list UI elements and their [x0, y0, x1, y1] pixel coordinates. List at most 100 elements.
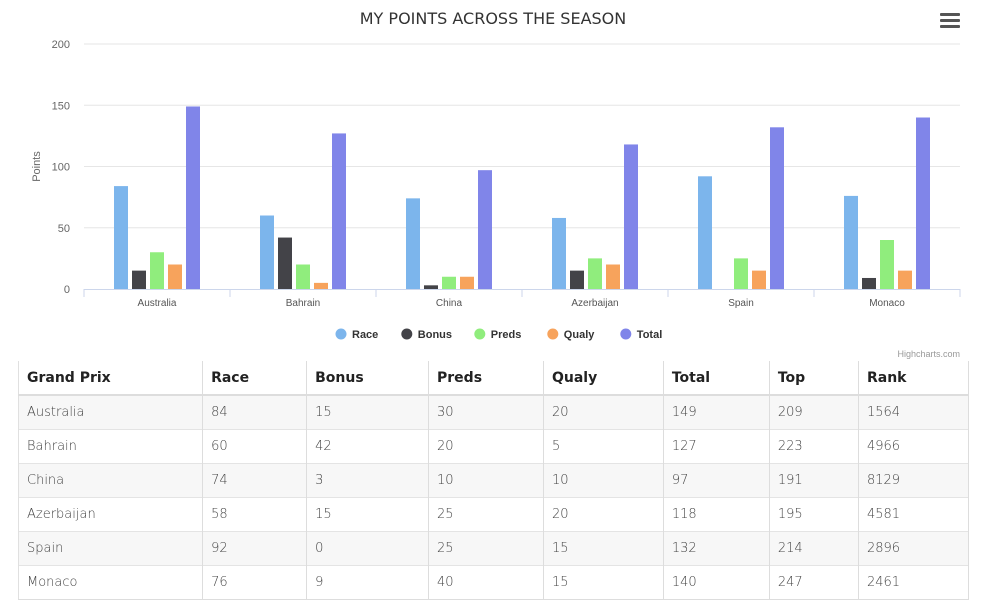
bar-race[interactable]	[114, 186, 128, 289]
table-cell: 214	[769, 531, 859, 566]
bar-total[interactable]	[916, 117, 930, 290]
column-header: Preds	[428, 361, 544, 396]
table-cell: 76	[202, 565, 308, 600]
legend-marker-preds[interactable]	[474, 328, 486, 340]
table-cell: 15	[543, 531, 664, 566]
table-cell: 15	[306, 497, 430, 532]
y-tick-label: 0	[64, 284, 70, 296]
bar-race[interactable]	[698, 176, 712, 289]
column-header: Grand Prix	[17, 361, 204, 396]
column-header: Bonus	[306, 361, 430, 396]
table-cell: 74	[202, 463, 308, 498]
table-cell: China	[17, 463, 204, 498]
bar-bonus[interactable]	[570, 270, 584, 289]
table-row: Bahrain 60 42 20 5 127 223 4966	[17, 429, 970, 464]
bar-total[interactable]	[186, 106, 200, 289]
x-tick-label: Australia	[138, 298, 177, 309]
table-cell: 25	[428, 531, 544, 566]
table-cell: 5	[543, 429, 664, 464]
table-cell: 58	[202, 497, 308, 532]
bar-preds[interactable]	[150, 252, 164, 289]
bar-qualy[interactable]	[168, 264, 182, 290]
column-header: Total	[663, 361, 770, 396]
table-cell: 2896	[858, 531, 970, 566]
bar-qualy[interactable]	[606, 264, 620, 290]
points-table: Grand Prix Race Bonus Preds Qualy Total Top Ran…	[17, 361, 970, 600]
table-cell: Monaco	[17, 565, 204, 600]
x-tick-label: Azerbaijan	[571, 298, 618, 309]
table-cell: 223	[769, 429, 859, 464]
chart-container: MY POINTS ACROSS THE SEASON 0 50 100 150 200 P…	[31, 9, 962, 359]
bar-qualy[interactable]	[752, 270, 766, 289]
bar-race[interactable]	[844, 195, 858, 289]
table-cell: 195	[769, 497, 859, 532]
table-cell: Australia	[17, 394, 204, 430]
bar-race[interactable]	[552, 217, 566, 289]
table-cell: 20	[428, 429, 544, 464]
y-tick-label: 200	[52, 39, 70, 51]
legend-item-bonus[interactable]: Bonus	[418, 329, 452, 341]
table-cell: 15	[543, 565, 664, 600]
table-cell: 20	[543, 394, 664, 430]
bar-qualy[interactable]	[460, 276, 474, 289]
bar-preds[interactable]	[588, 258, 602, 289]
table-row: Azerbaijan 58 15 25 20 118 195 4581	[17, 497, 970, 532]
table-cell: 4581	[858, 497, 970, 532]
table-cell: 2461	[858, 565, 970, 600]
hamburger-menu-icon[interactable]	[938, 10, 962, 32]
table-cell: 132	[663, 531, 770, 566]
x-tick-label: China	[436, 298, 463, 309]
x-tick-label: Monaco	[869, 298, 905, 309]
bar-qualy[interactable]	[314, 282, 328, 289]
bar-preds[interactable]	[880, 240, 894, 289]
x-tick-label: Bahrain	[286, 298, 320, 309]
table-cell: 118	[663, 497, 770, 532]
bar-qualy[interactable]	[898, 270, 912, 289]
table-cell: 30	[428, 394, 544, 430]
y-tick-label: 50	[58, 223, 70, 235]
legend-item-preds[interactable]: Preds	[491, 329, 522, 341]
bar-total[interactable]	[624, 144, 638, 289]
bar-bonus[interactable]	[862, 277, 876, 289]
legend-marker-qualy[interactable]	[547, 328, 559, 340]
chart-title: MY POINTS ACROSS THE SEASON	[360, 9, 626, 28]
table-cell: 10	[428, 463, 544, 498]
table-cell: 4966	[858, 429, 970, 464]
legend-item-total[interactable]: Total	[637, 329, 662, 341]
legend-marker-bonus[interactable]	[401, 328, 413, 340]
bar-bonus[interactable]	[278, 237, 292, 289]
legend-item-race[interactable]: Race	[352, 329, 378, 341]
points-chart: MY POINTS ACROSS THE SEASON 0 50 100 150 200 P…	[31, 9, 961, 359]
legend-marker-race[interactable]	[335, 328, 347, 340]
table-cell: 9	[306, 565, 430, 600]
y-tick-label: 100	[52, 162, 70, 174]
table-cell: 92	[202, 531, 308, 566]
table-row: Australia 84 15 30 20 149 209 1564	[17, 394, 970, 430]
table-cell: 209	[769, 394, 859, 430]
bar-total[interactable]	[332, 133, 346, 289]
table-cell: 3	[306, 463, 430, 498]
bar-race[interactable]	[260, 215, 274, 290]
table-cell: 0	[306, 531, 430, 566]
table-cell: 10	[543, 463, 664, 498]
bar-total[interactable]	[770, 127, 784, 289]
legend-marker-total[interactable]	[620, 328, 632, 340]
table-header-row: Grand Prix Race Bonus Preds Qualy Total Top Ran…	[17, 361, 970, 396]
bar-total[interactable]	[478, 170, 492, 289]
bar-preds[interactable]	[734, 258, 748, 289]
table-cell: 25	[428, 497, 544, 532]
table-cell: Azerbaijan	[17, 497, 204, 532]
table-cell: 20	[543, 497, 664, 532]
table-cell: Spain	[17, 531, 204, 566]
bar-race[interactable]	[406, 198, 420, 289]
y-axis-label: Points	[31, 151, 43, 182]
bar-bonus[interactable]	[132, 270, 146, 289]
table-cell: 84	[202, 394, 308, 430]
legend-item-qualy[interactable]: Qualy	[564, 329, 595, 341]
column-header: Qualy	[543, 361, 664, 396]
table-cell: 42	[306, 429, 430, 464]
bar-bonus[interactable]	[424, 285, 438, 289]
column-header: Top	[769, 361, 859, 396]
bar-preds[interactable]	[442, 276, 456, 289]
bar-preds[interactable]	[296, 264, 310, 290]
